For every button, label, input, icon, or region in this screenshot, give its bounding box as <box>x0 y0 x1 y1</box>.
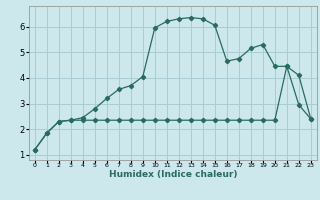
X-axis label: Humidex (Indice chaleur): Humidex (Indice chaleur) <box>108 170 237 179</box>
